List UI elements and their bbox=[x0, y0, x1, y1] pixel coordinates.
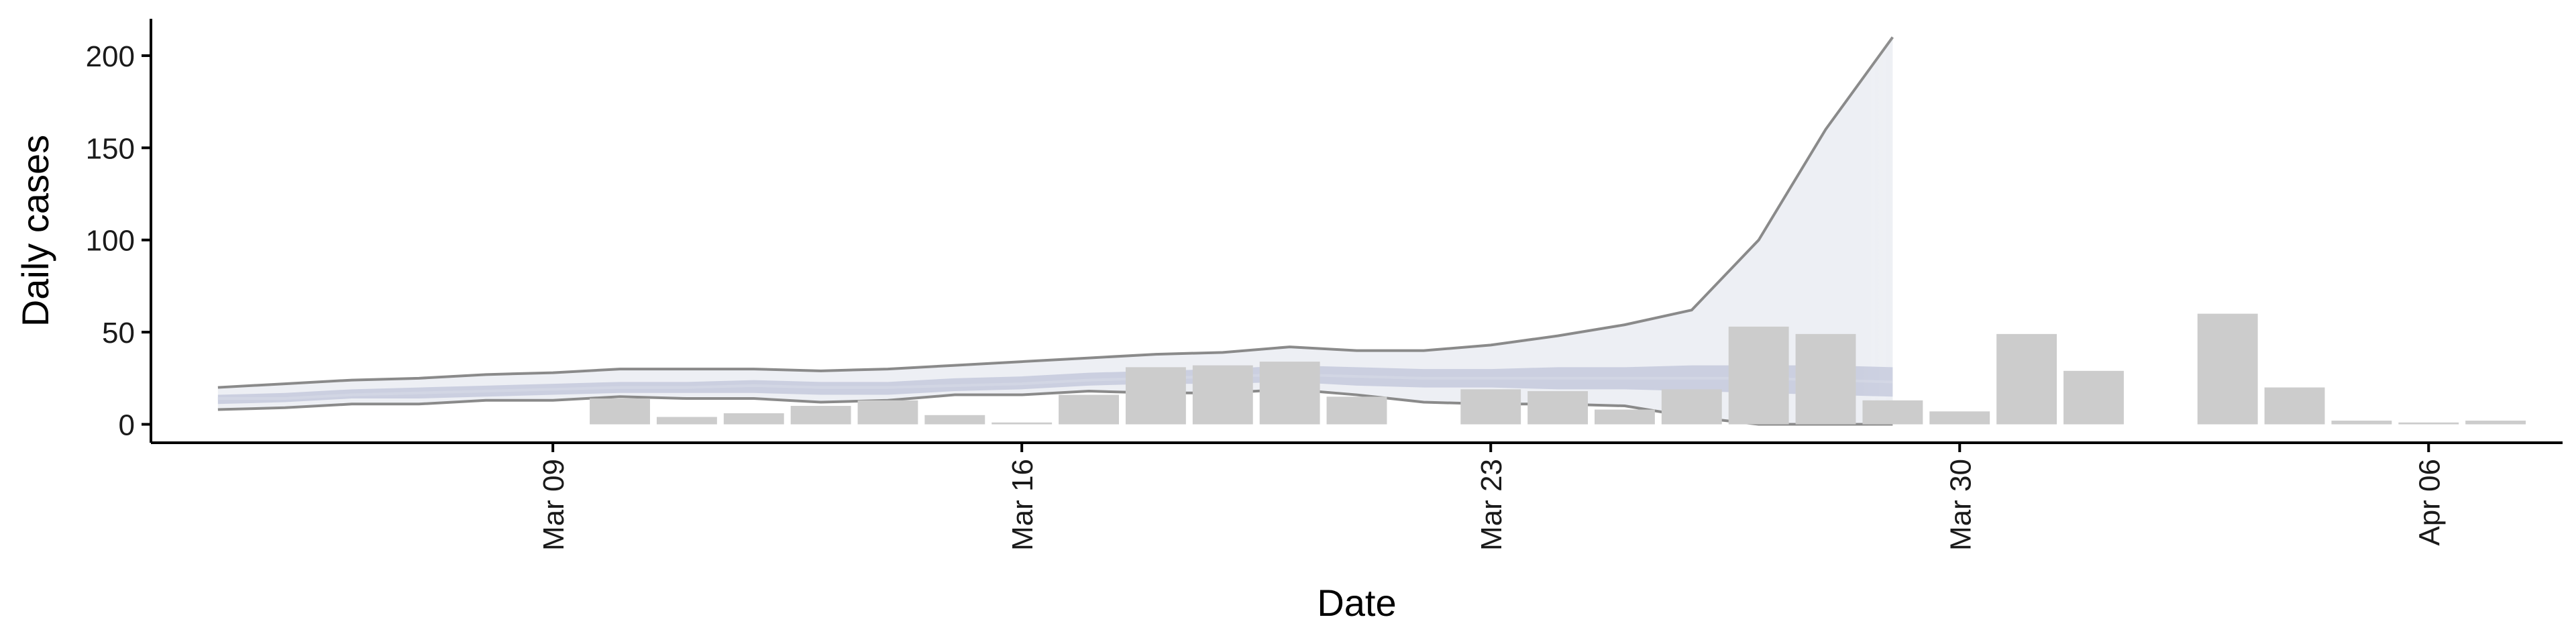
bar bbox=[1728, 326, 1789, 425]
bar bbox=[723, 413, 784, 425]
inner-interval-band bbox=[217, 365, 1893, 405]
bar bbox=[656, 417, 717, 425]
bar bbox=[991, 422, 1053, 425]
estimate-bands bbox=[217, 36, 1894, 426]
y-tick-label: 0 bbox=[119, 409, 135, 442]
outer-upper-line bbox=[217, 36, 1894, 389]
bars-group bbox=[590, 313, 2526, 425]
bar bbox=[2465, 421, 2526, 425]
bar bbox=[1125, 367, 1186, 425]
bar bbox=[1862, 400, 1923, 425]
median-line bbox=[217, 373, 1893, 400]
bar bbox=[2398, 422, 2459, 425]
bar bbox=[590, 398, 650, 425]
bar bbox=[857, 400, 918, 425]
outer-interval-band bbox=[217, 37, 1893, 425]
bar bbox=[2197, 313, 2258, 425]
y-tick-label: 200 bbox=[86, 40, 135, 73]
bar bbox=[1259, 362, 1320, 425]
bar bbox=[1527, 391, 1589, 425]
y-tick-label: 150 bbox=[86, 132, 135, 165]
bar bbox=[1595, 409, 1655, 425]
axes: 0 50 100 150 200 Mar 09 Mar 16 Mar 23 Mar 30 Apr … bbox=[86, 19, 2563, 551]
bar bbox=[2264, 387, 2325, 425]
bar bbox=[1326, 396, 1387, 425]
y-tick-label: 100 bbox=[86, 225, 135, 258]
bar bbox=[1192, 365, 1253, 425]
x-tick-label: Mar 23 bbox=[1475, 459, 1508, 551]
x-tick-label: Apr 06 bbox=[2413, 459, 2446, 546]
bar bbox=[1929, 411, 1990, 425]
y-axis-title: Daily cases bbox=[14, 135, 56, 327]
bar bbox=[2063, 370, 2124, 425]
x-tick-label: Mar 09 bbox=[537, 459, 570, 551]
bar bbox=[1460, 389, 1521, 425]
bar bbox=[790, 406, 851, 425]
bar bbox=[924, 415, 985, 425]
bar bbox=[1059, 394, 1119, 425]
x-tick-label: Mar 16 bbox=[1006, 459, 1039, 551]
bar bbox=[2331, 421, 2392, 425]
y-tick-label: 50 bbox=[102, 317, 135, 350]
x-axis-title: Date bbox=[1317, 582, 1396, 624]
bar bbox=[1661, 389, 1722, 425]
x-tick-label: Mar 30 bbox=[1944, 459, 1977, 551]
bar bbox=[1795, 333, 1856, 425]
bar bbox=[1996, 333, 2057, 425]
outer-lower-line bbox=[217, 388, 1893, 426]
